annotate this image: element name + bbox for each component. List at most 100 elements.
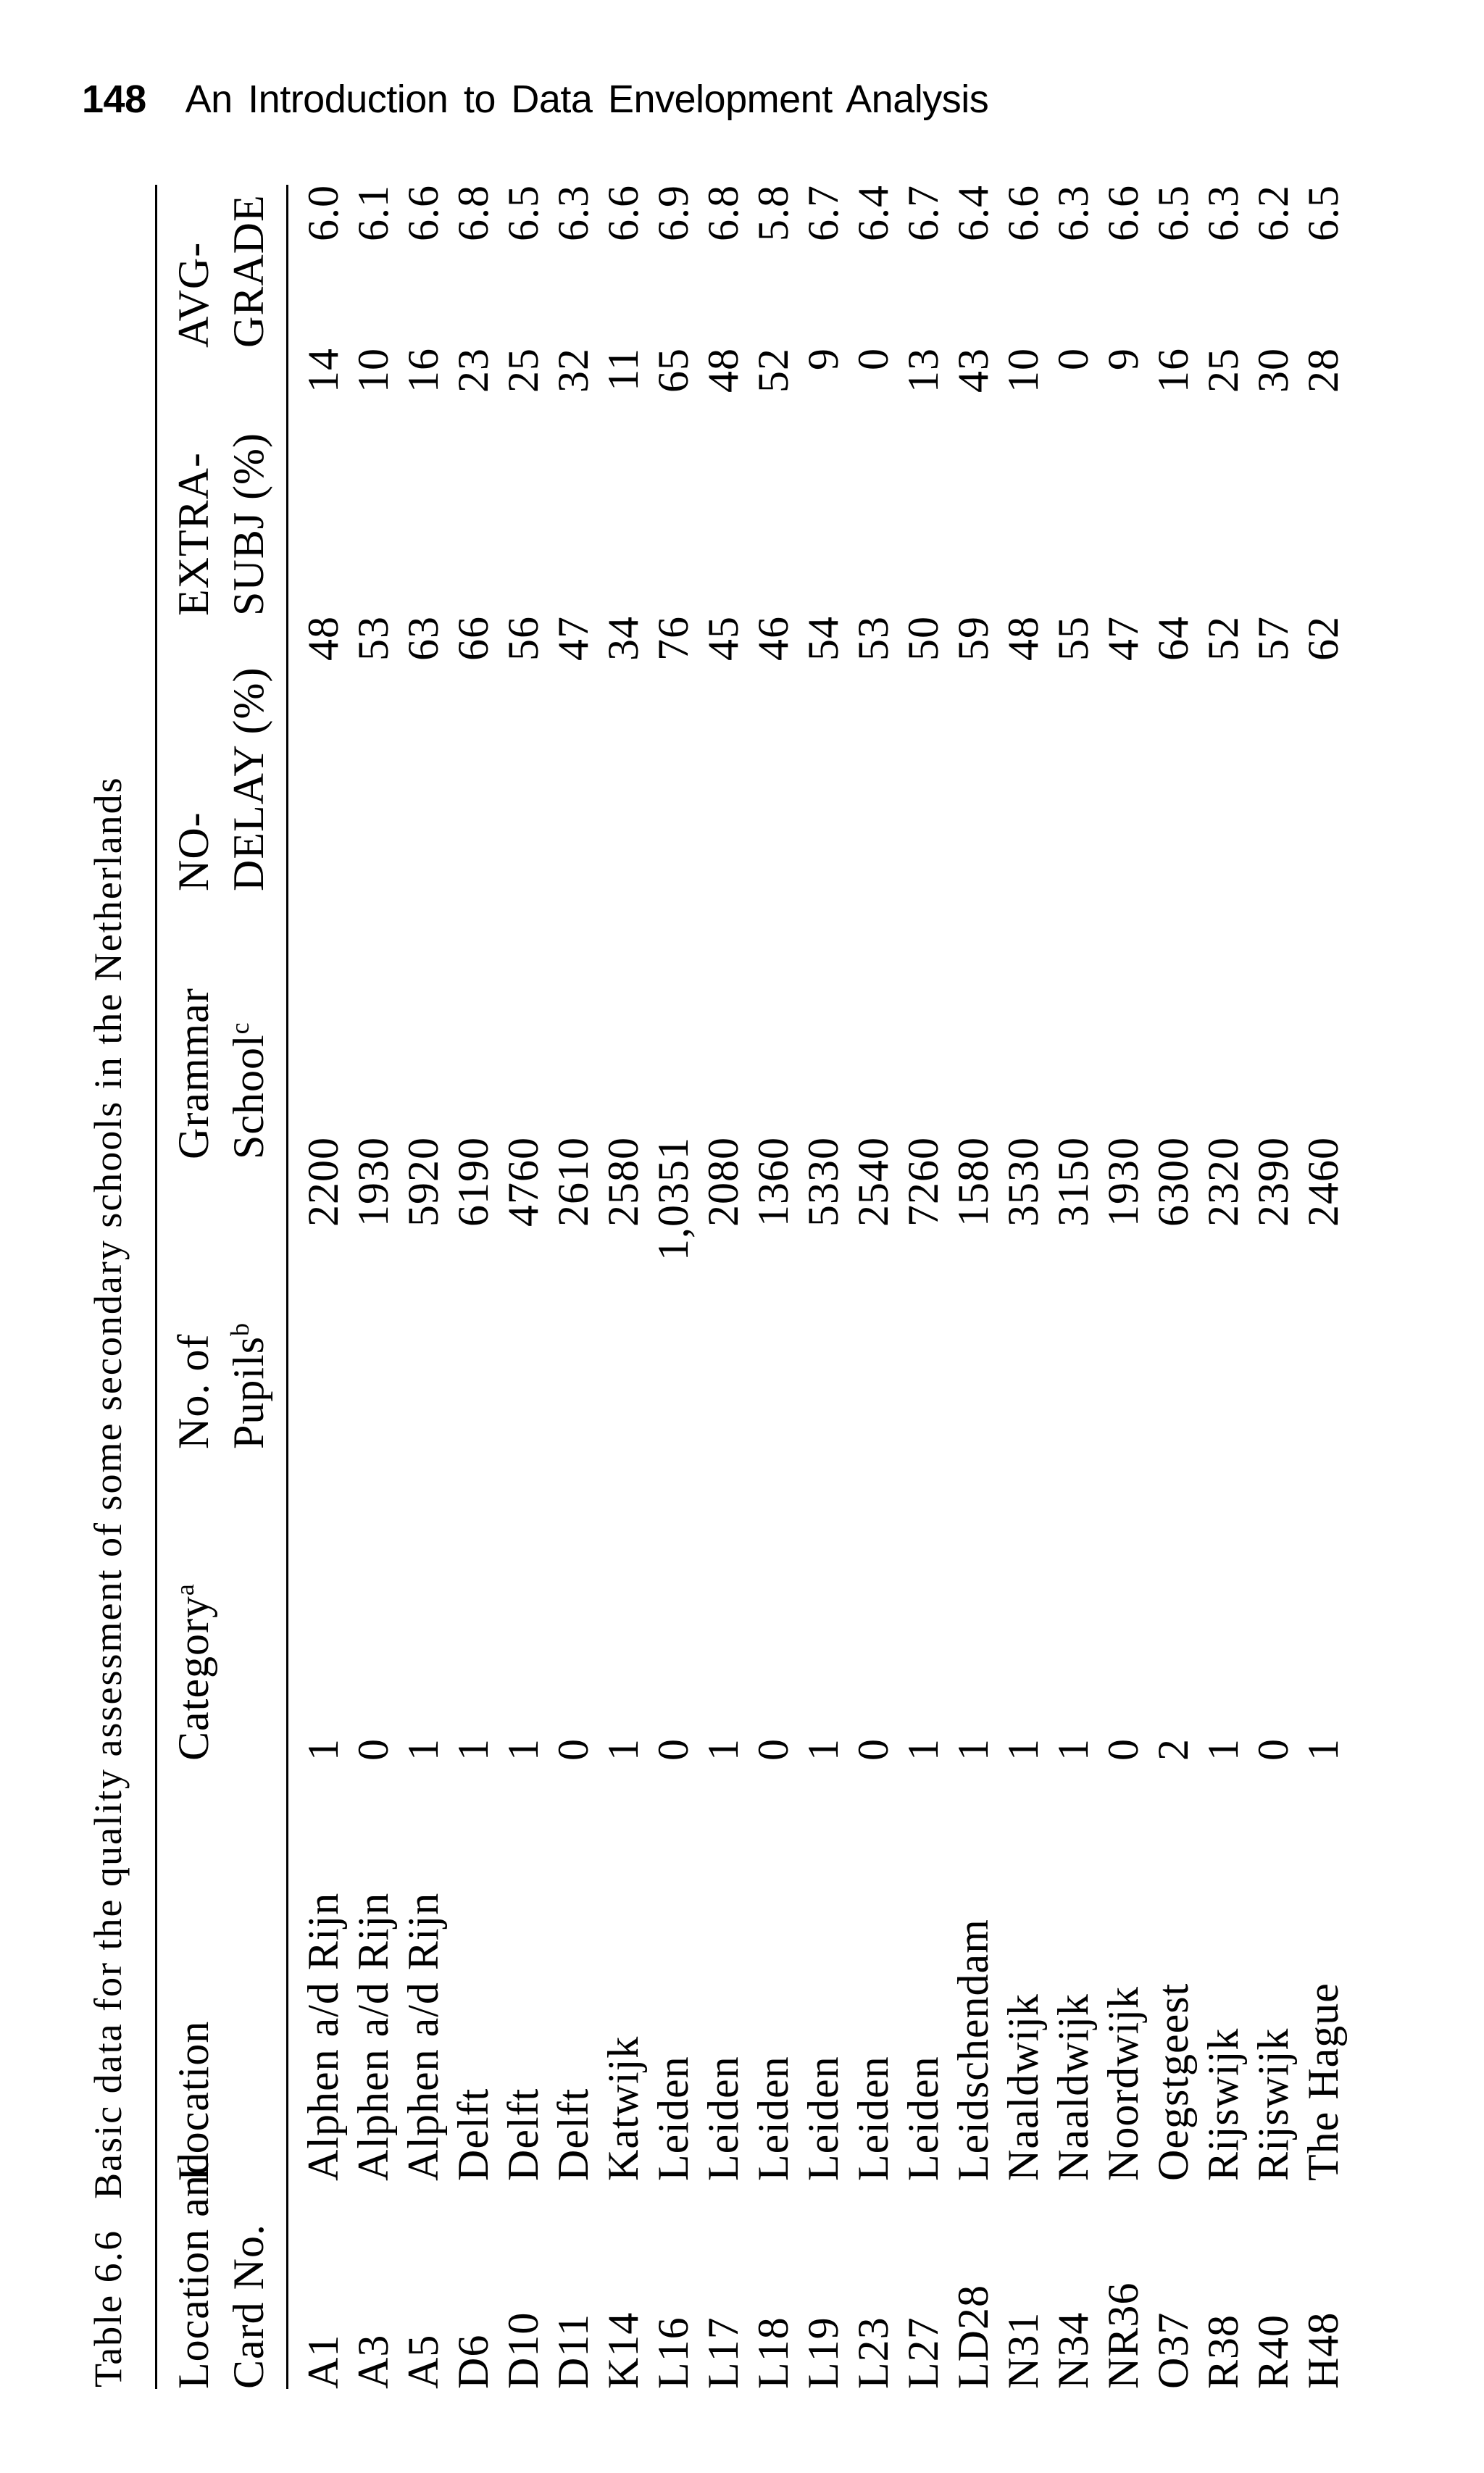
cell-card: LD28	[949, 2285, 997, 2389]
cell-grammar-school: 0	[399, 1137, 447, 1159]
cell-location: Noordwijk	[1099, 1986, 1147, 2181]
cell-grammar-school: 0	[1299, 1137, 1347, 1159]
cell-category: 1	[799, 1738, 847, 1761]
cell-location: Leiden	[699, 2056, 747, 2181]
table-row: D6 Delft 1 619 0 66 23 6.8	[449, 185, 499, 2389]
cell-card: O37	[1149, 2311, 1197, 2389]
cell-pupils: 592	[399, 1159, 447, 1227]
cell-location: Leiden	[849, 2056, 897, 2181]
cell-location: Leiden	[799, 2056, 847, 2181]
cell-avg-grade: 6.6	[599, 185, 647, 241]
cell-category: 1	[1199, 1738, 1247, 1761]
cell-category: 0	[1249, 1738, 1297, 1761]
cell-no-delay: 76	[649, 616, 697, 661]
cell-extra-subj: 65	[649, 348, 697, 393]
cell-no-delay: 54	[799, 616, 847, 661]
col-header-location-card-line2: Card No.	[225, 2224, 272, 2389]
cell-pupils: 239	[1249, 1159, 1297, 1227]
cell-pupils: 232	[1199, 1159, 1247, 1227]
table-row: L17 Leiden 1 208 0 45 48 6.8	[699, 185, 749, 2389]
cell-location: Leiden	[649, 2056, 697, 2181]
cell-location: Delft	[449, 2088, 497, 2181]
cell-category: 0	[649, 1738, 697, 1761]
cell-grammar-school: 0	[499, 1137, 547, 1159]
table-caption-label: Table 6.6	[86, 2229, 130, 2387]
cell-no-delay: 45	[699, 616, 747, 661]
table-row: D11 Delft 0 261 0 47 32 6.3	[549, 185, 599, 2389]
cell-extra-subj: 23	[449, 348, 497, 393]
cell-no-delay: 47	[1099, 616, 1147, 661]
cell-pupils: 220	[299, 1159, 347, 1227]
cell-pupils: 315	[1049, 1159, 1097, 1227]
cell-pupils: 353	[999, 1159, 1047, 1227]
cell-avg-grade: 6.4	[849, 185, 897, 241]
cell-category: 1	[1299, 1738, 1347, 1761]
col-header-pupils-line1: No. of	[170, 1333, 217, 1449]
cell-extra-subj: 32	[549, 348, 597, 393]
page-number: 148	[82, 78, 146, 121]
cell-category: 2	[1149, 1738, 1197, 1761]
cell-location: Leiden	[899, 2056, 947, 2181]
cell-card: N31	[999, 2311, 1047, 2389]
table-row: A1 Alphen a/d Rijn 1 220 0 48 14 6.0	[288, 185, 349, 2389]
cell-card: L19	[799, 2316, 847, 2389]
cell-card: A3	[349, 2334, 397, 2389]
cell-card: L17	[699, 2316, 747, 2389]
cell-location: Leidschendam	[949, 1919, 997, 2181]
cell-no-delay: 53	[349, 616, 397, 661]
cell-extra-subj: 16	[399, 348, 447, 393]
cell-avg-grade: 6.2	[1249, 185, 1297, 241]
cell-grammar-school: 0	[999, 1137, 1047, 1159]
cell-avg-grade: 6.7	[899, 185, 947, 241]
col-header-location-line2	[224, 1761, 288, 2181]
col-header-extra-subj-line1: EXTRA-	[170, 452, 217, 616]
cell-location: Delft	[499, 2088, 547, 2181]
cell-avg-grade: 6.0	[299, 185, 347, 241]
table-header: Location and Location Categorya No. of G…	[156, 185, 288, 2389]
cell-pupils: 208	[699, 1159, 747, 1227]
cell-card: A1	[299, 2334, 347, 2389]
cell-no-delay: 55	[1049, 616, 1097, 661]
cell-avg-grade: 6.4	[949, 185, 997, 241]
cell-no-delay: 46	[749, 616, 797, 661]
cell-extra-subj: 9	[1099, 348, 1147, 370]
table-row: L23 Leiden 0 254 0 53 0 6.4	[849, 185, 899, 2389]
cell-avg-grade: 6.3	[1199, 185, 1247, 241]
header-row-1: Location and Location Categorya No. of G…	[157, 185, 225, 2389]
cell-pupils: 476	[499, 1159, 547, 1227]
cell-pupils: 246	[1299, 1159, 1347, 1227]
cell-no-delay: 50	[899, 616, 947, 661]
cell-no-delay: 64	[1149, 616, 1197, 661]
cell-card: L16	[649, 2316, 697, 2389]
cell-grammar-school: 0	[699, 1137, 747, 1159]
cell-card: D6	[449, 2334, 497, 2389]
cell-category: 1	[499, 1738, 547, 1761]
cell-category: 0	[549, 1738, 597, 1761]
cell-avg-grade: 6.5	[499, 185, 547, 241]
cell-location: Alphen a/d Rijn	[349, 1892, 397, 2181]
cell-category: 1	[949, 1738, 997, 1761]
running-head: 148 An Introduction to Data Envelopment A…	[82, 78, 989, 121]
cell-no-delay: 56	[499, 616, 547, 661]
cell-category: 1	[449, 1738, 497, 1761]
cell-grammar-school: 0	[899, 1137, 947, 1159]
cell-avg-grade: 6.8	[699, 185, 747, 241]
cell-category: 1	[399, 1738, 447, 1761]
cell-card: R40	[1249, 2314, 1297, 2389]
cell-grammar-school: 0	[599, 1137, 647, 1159]
cell-card: N34	[1049, 2311, 1097, 2389]
table-body: A1 Alphen a/d Rijn 1 220 0 48 14 6.0 A3 Alphen a/…	[288, 185, 1349, 2389]
col-header-category-line1: Categorya	[170, 1584, 217, 1761]
cell-card: K14	[599, 2311, 647, 2389]
cell-pupils: 619	[449, 1159, 497, 1227]
cell-no-delay: 63	[399, 616, 447, 661]
cell-pupils: 1,035	[649, 1159, 697, 1261]
cell-location: Oegstgeest	[1149, 1982, 1197, 2181]
cell-card: A5	[399, 2334, 447, 2389]
table-row: D10 Delft 1 476 0 56 25 6.5	[499, 185, 549, 2389]
cell-no-delay: 53	[849, 616, 897, 661]
cell-pupils: 630	[1149, 1159, 1197, 1227]
cell-extra-subj: 52	[749, 348, 797, 393]
cell-pupils: 726	[899, 1159, 947, 1227]
